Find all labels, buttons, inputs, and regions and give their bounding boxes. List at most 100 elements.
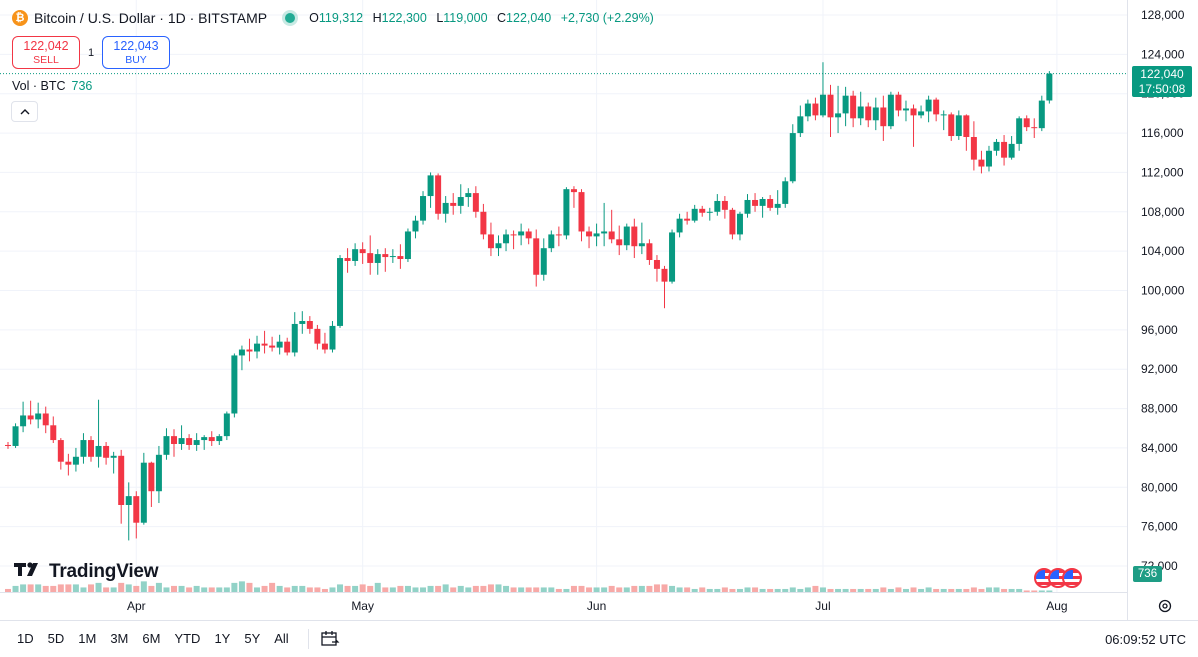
bitcoin-icon: ₿ xyxy=(12,10,28,26)
volume-bar xyxy=(812,585,819,592)
volume-bar xyxy=(857,588,864,592)
candle-body xyxy=(533,238,540,275)
volume-bar xyxy=(503,585,510,592)
economic-events[interactable] xyxy=(1034,568,1082,588)
settings-gear-icon[interactable] xyxy=(1157,598,1173,614)
candle-body xyxy=(306,321,313,329)
open-value: 119,312 xyxy=(318,11,364,25)
volume-bar xyxy=(35,584,42,592)
volume-bar xyxy=(110,587,117,592)
candle-body xyxy=(457,197,464,206)
date-range-icon[interactable] xyxy=(319,628,341,650)
volume-bar xyxy=(872,588,879,592)
utc-clock[interactable]: 06:09:52 UTC xyxy=(1105,632,1186,647)
volume-bar xyxy=(472,585,479,592)
volume-bar xyxy=(20,584,27,592)
open-label: O xyxy=(309,11,319,25)
candle-body xyxy=(42,413,49,426)
volume-bar xyxy=(533,587,540,592)
toolbar-divider xyxy=(307,629,309,649)
market-status-icon[interactable] xyxy=(285,13,296,23)
volume-bar xyxy=(593,587,600,592)
range-1d-button[interactable]: 1D xyxy=(17,631,34,646)
x-tick-label: May xyxy=(351,599,374,613)
sell-button[interactable]: 122,042 SELL xyxy=(12,36,80,69)
volume-bar xyxy=(133,585,140,592)
candle-body xyxy=(246,349,253,352)
candle-body xyxy=(684,218,691,221)
us-flag-icon[interactable] xyxy=(1062,568,1082,588)
candle-body xyxy=(661,268,668,282)
candle-body xyxy=(208,437,215,442)
volume-legend[interactable]: Vol · BTC 736 xyxy=(12,79,92,93)
volume-bar xyxy=(631,585,638,592)
candle-body xyxy=(397,256,404,260)
range-5y-button[interactable]: 5Y xyxy=(244,631,261,646)
candle-body xyxy=(95,445,102,457)
close-value: 122,040 xyxy=(506,11,552,25)
candle-body xyxy=(201,437,208,441)
range-ytd-button[interactable]: YTD xyxy=(174,631,201,646)
volume-bar xyxy=(480,585,487,592)
volume-bar xyxy=(940,588,947,592)
candle-body xyxy=(50,425,57,441)
volume-bar xyxy=(329,587,336,592)
candle-body xyxy=(427,175,434,197)
candle-body xyxy=(676,218,683,233)
volume-bar xyxy=(72,584,79,592)
range-6m-button[interactable]: 6M xyxy=(142,631,161,646)
candle-body xyxy=(918,111,925,116)
y-tick-label: 80,000 xyxy=(1141,480,1178,494)
range-3m-button[interactable]: 3M xyxy=(110,631,129,646)
grid xyxy=(0,0,1127,592)
candle-body xyxy=(238,349,245,356)
collapse-legend-button[interactable] xyxy=(11,101,38,122)
candle-body xyxy=(299,321,306,324)
candle-body xyxy=(495,243,502,249)
candle-body xyxy=(842,95,849,114)
buy-button[interactable]: 122,043 BUY xyxy=(102,36,170,69)
volume-bar xyxy=(978,588,985,592)
volume-bar xyxy=(118,582,125,592)
volume-bar xyxy=(706,588,713,592)
candles xyxy=(5,62,1053,541)
candle-body xyxy=(216,436,223,442)
volume-bar xyxy=(1038,590,1045,592)
candle-body xyxy=(744,199,751,214)
candle-body xyxy=(736,213,743,235)
volume-bar xyxy=(563,588,570,592)
y-tick-label: 100,000 xyxy=(1141,284,1185,298)
tradingview-logo[interactable]: TradingView xyxy=(14,560,159,583)
range-1m-button[interactable]: 1M xyxy=(78,631,97,646)
volume-bar xyxy=(261,585,268,592)
range-all-button[interactable]: All xyxy=(274,631,289,646)
symbol-title[interactable]: Bitcoin / U.S. Dollar · 1D · BITSTAMP xyxy=(34,10,268,26)
volume-bar xyxy=(1016,588,1023,592)
volume-bar xyxy=(495,584,502,592)
candle-body xyxy=(1001,141,1008,158)
volume-bar xyxy=(865,588,872,592)
last-price-label: 122,040 17:50:08 xyxy=(1132,66,1192,97)
volume-bar xyxy=(752,587,759,592)
volume-bar xyxy=(246,582,253,592)
volume-bar xyxy=(352,585,359,592)
candle-body xyxy=(291,323,298,353)
volume-bar xyxy=(337,584,344,592)
volume-bar xyxy=(797,588,804,592)
range-1y-button[interactable]: 1Y xyxy=(214,631,231,646)
volume-bar xyxy=(314,587,321,592)
candle-body xyxy=(555,234,562,236)
high-value: 122,300 xyxy=(381,11,427,25)
y-tick-label: 76,000 xyxy=(1141,520,1178,534)
volume-bar xyxy=(404,585,411,592)
volume-bar xyxy=(42,585,49,592)
candle-body xyxy=(985,150,992,167)
volume-bar xyxy=(842,588,849,592)
volume-bar xyxy=(948,588,955,592)
volume-bar xyxy=(714,588,721,592)
candle-body xyxy=(442,202,449,214)
range-5d-button[interactable]: 5D xyxy=(47,631,65,646)
volume-bar xyxy=(155,582,162,592)
volume-price-label: 736 xyxy=(1133,566,1162,582)
